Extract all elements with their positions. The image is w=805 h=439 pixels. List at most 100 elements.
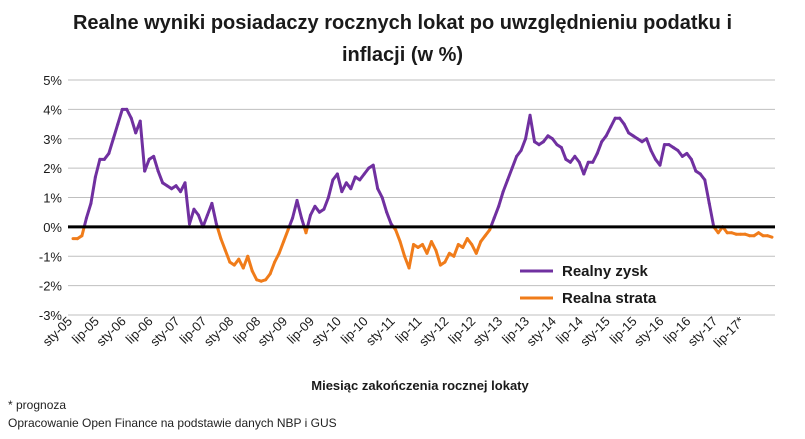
series-segment (371, 163, 380, 191)
series-segment (183, 181, 191, 226)
series-segment (559, 146, 568, 161)
series-segment (223, 248, 232, 264)
series-layer (71, 107, 774, 283)
series-segment (394, 228, 402, 244)
legend: Realny zysk Realna strata (520, 263, 657, 307)
series-segment (766, 234, 774, 239)
series-segment (582, 160, 590, 176)
series-segment (349, 175, 357, 191)
series-segment (107, 137, 115, 155)
chart-title-line-1: Realne wyniki posiadaczy rocznych lokat … (72, 12, 732, 34)
y-tick-label: -3% (39, 308, 63, 323)
x-axis-tick-labels: sty-05lip-05sty-06lip-06sty-07lip-07sty-… (39, 314, 747, 351)
series-segment (188, 207, 196, 226)
footnote-source: Opracowanie Open Finance na podstawie da… (8, 416, 337, 430)
series-segment (111, 122, 120, 141)
x-tick-label: sty-14 (523, 314, 559, 350)
series-segment (703, 178, 711, 205)
grid-layer (68, 79, 775, 316)
series-segment (376, 187, 384, 199)
series-segment (591, 151, 599, 164)
series-segment (452, 243, 460, 258)
series-segment (246, 254, 254, 273)
x-tick-label: lip-17* (711, 314, 748, 351)
series-segment (305, 213, 312, 229)
series-segment (152, 154, 160, 173)
series-segment (295, 198, 304, 220)
chart-title-line-2: inflacji (w %) (341, 44, 464, 66)
x-tick-label: sty-10 (308, 314, 344, 350)
legend-label-zysk: Realny zysk (562, 263, 649, 280)
series-segment (645, 137, 653, 152)
x-tick-label: sty-07 (147, 314, 183, 350)
series-segment (335, 172, 344, 194)
series-segment (116, 107, 124, 126)
y-tick-label: 0% (43, 220, 62, 235)
series-segment (215, 225, 223, 241)
series-segment (492, 204, 501, 220)
series-segment (282, 228, 290, 244)
series-segment (138, 119, 147, 173)
series-segment (425, 240, 433, 255)
series-segment (201, 213, 209, 229)
y-tick-label: 5% (43, 73, 62, 88)
series-segment (474, 240, 483, 255)
series-segment (707, 201, 716, 229)
series-segment (219, 237, 227, 252)
x-tick-label: sty-06 (93, 314, 129, 350)
series-segment (595, 140, 604, 155)
series-segment (609, 116, 617, 129)
series-segment (689, 157, 698, 173)
series-segment (497, 190, 505, 208)
x-tick-label: sty-16 (631, 314, 667, 350)
y-tick-label: 3% (43, 132, 62, 147)
series-segment (326, 178, 335, 199)
y-axis-tick-labels: -3% -2% -1% 0% 1% 2% 3% 4% 5% (39, 73, 63, 323)
series-segment (322, 196, 330, 211)
series-segment (273, 251, 281, 264)
series-segment (501, 178, 510, 194)
series-segment (510, 154, 519, 170)
series-segment (268, 260, 277, 276)
x-tick-label: sty-15 (577, 314, 613, 350)
series-segment (385, 210, 393, 226)
series-segment (380, 196, 389, 214)
footnote-forecast: * prognoza (8, 398, 67, 412)
series-segment (156, 169, 165, 185)
x-tick-label: sty-09 (255, 314, 291, 350)
series-segment (398, 240, 407, 258)
series-segment (89, 175, 97, 205)
series-segment (429, 240, 438, 252)
series-segment (84, 201, 93, 220)
series-segment (604, 125, 613, 138)
y-tick-label: -1% (39, 249, 63, 264)
x-tick-label: sty-13 (470, 314, 506, 350)
series-segment (125, 107, 133, 120)
series-segment (519, 137, 528, 152)
series-segment (143, 157, 151, 173)
series-segment (649, 149, 657, 161)
series-segment (434, 248, 442, 267)
x-tick-label: sty-08 (201, 314, 237, 350)
x-tick-label: sty-11 (363, 314, 398, 349)
series-segment (443, 251, 451, 264)
x-axis-title: Miesiąc zakończenia rocznej lokaty (311, 378, 529, 393)
series-segment (506, 166, 514, 182)
series-segment (658, 143, 666, 167)
x-tick-label: sty-12 (416, 314, 452, 350)
series-segment (622, 122, 631, 135)
series-segment (528, 113, 537, 144)
legend-label-strata: Realna strata (562, 290, 657, 307)
series-segment (129, 116, 138, 135)
y-tick-label: 1% (43, 191, 62, 206)
series-segment (250, 269, 259, 282)
y-tick-label: 4% (43, 102, 62, 117)
series-segment (277, 240, 286, 255)
y-tick-label: -2% (39, 279, 63, 294)
series-segment (93, 157, 102, 179)
series-segment (407, 243, 416, 270)
series-segment (210, 201, 218, 226)
y-tick-label: 2% (43, 161, 62, 176)
